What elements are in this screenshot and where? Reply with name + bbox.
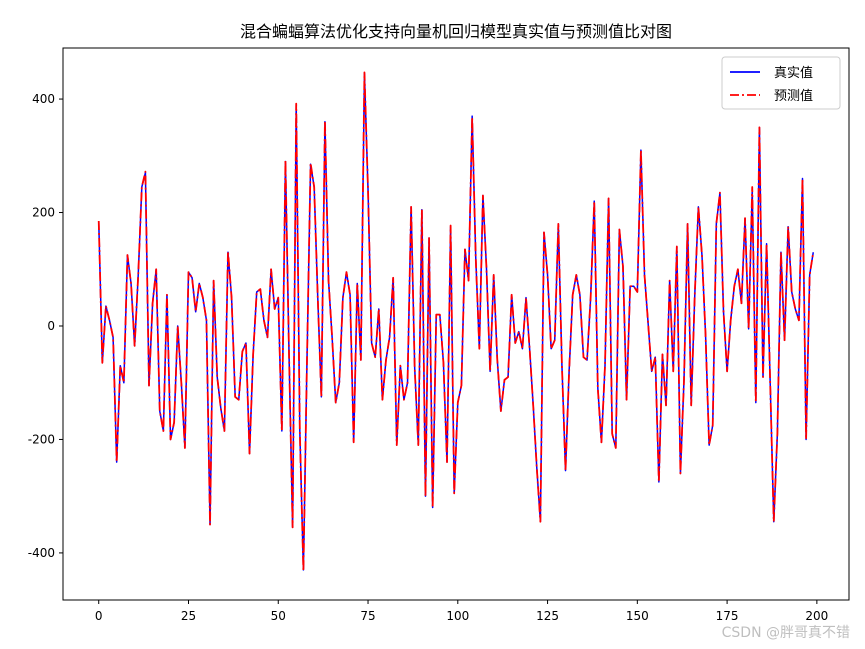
x-tick-label: 0 — [95, 609, 103, 623]
series-layer — [97, 71, 815, 572]
x-tick-label: 25 — [181, 609, 196, 623]
y-tick-label: 400 — [32, 92, 55, 106]
y-tick-label: -200 — [28, 432, 55, 446]
legend-label: 真实值 — [774, 65, 813, 81]
x-tick-label: 125 — [536, 609, 559, 623]
legend-label: 预测值 — [774, 88, 813, 104]
watermark: CSDN @胖哥真不错 — [722, 625, 850, 641]
chart-title: 混合蝙蝠算法优化支持向量机回归模型真实值与预测值比对图 — [240, 22, 672, 41]
axes-frame — [62, 47, 850, 601]
x-tick-label: 75 — [360, 609, 375, 623]
y-axis: -400 -200 0 200 400 — [28, 92, 63, 560]
x-tick-label: 200 — [805, 609, 828, 623]
y-tick-label: -400 — [28, 546, 55, 560]
legend-box — [721, 56, 841, 110]
x-tick-label: 50 — [271, 609, 286, 623]
x-tick-label: 150 — [626, 609, 649, 623]
y-tick-label: 200 — [32, 206, 55, 220]
series-line-predicted — [97, 71, 815, 572]
x-tick-label: 175 — [716, 609, 739, 623]
x-axis: 0 25 50 75 100 125 150 175 200 — [95, 600, 828, 623]
y-tick-label: 0 — [47, 319, 55, 333]
x-tick-label: 100 — [446, 609, 469, 623]
